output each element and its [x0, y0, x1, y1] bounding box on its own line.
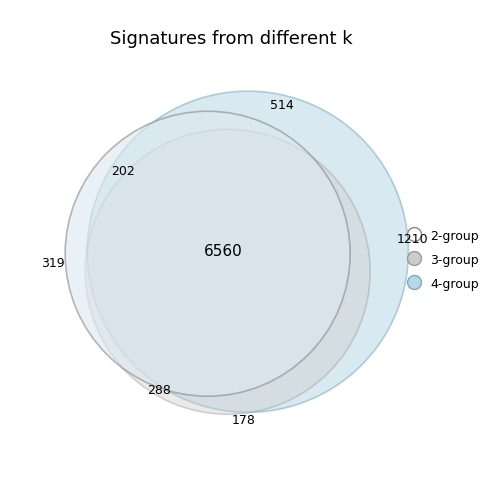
- Text: 319: 319: [41, 257, 65, 270]
- Circle shape: [65, 111, 350, 396]
- Text: 178: 178: [232, 414, 256, 427]
- Text: 202: 202: [111, 165, 135, 178]
- Title: Signatures from different k: Signatures from different k: [110, 30, 353, 48]
- Text: 514: 514: [270, 99, 294, 112]
- Text: 288: 288: [148, 384, 171, 397]
- Text: 1210: 1210: [396, 233, 428, 246]
- Text: 6560: 6560: [204, 244, 243, 259]
- Circle shape: [87, 91, 408, 412]
- Legend: 2-group, 3-group, 4-group: 2-group, 3-group, 4-group: [403, 223, 484, 296]
- Circle shape: [85, 130, 370, 414]
